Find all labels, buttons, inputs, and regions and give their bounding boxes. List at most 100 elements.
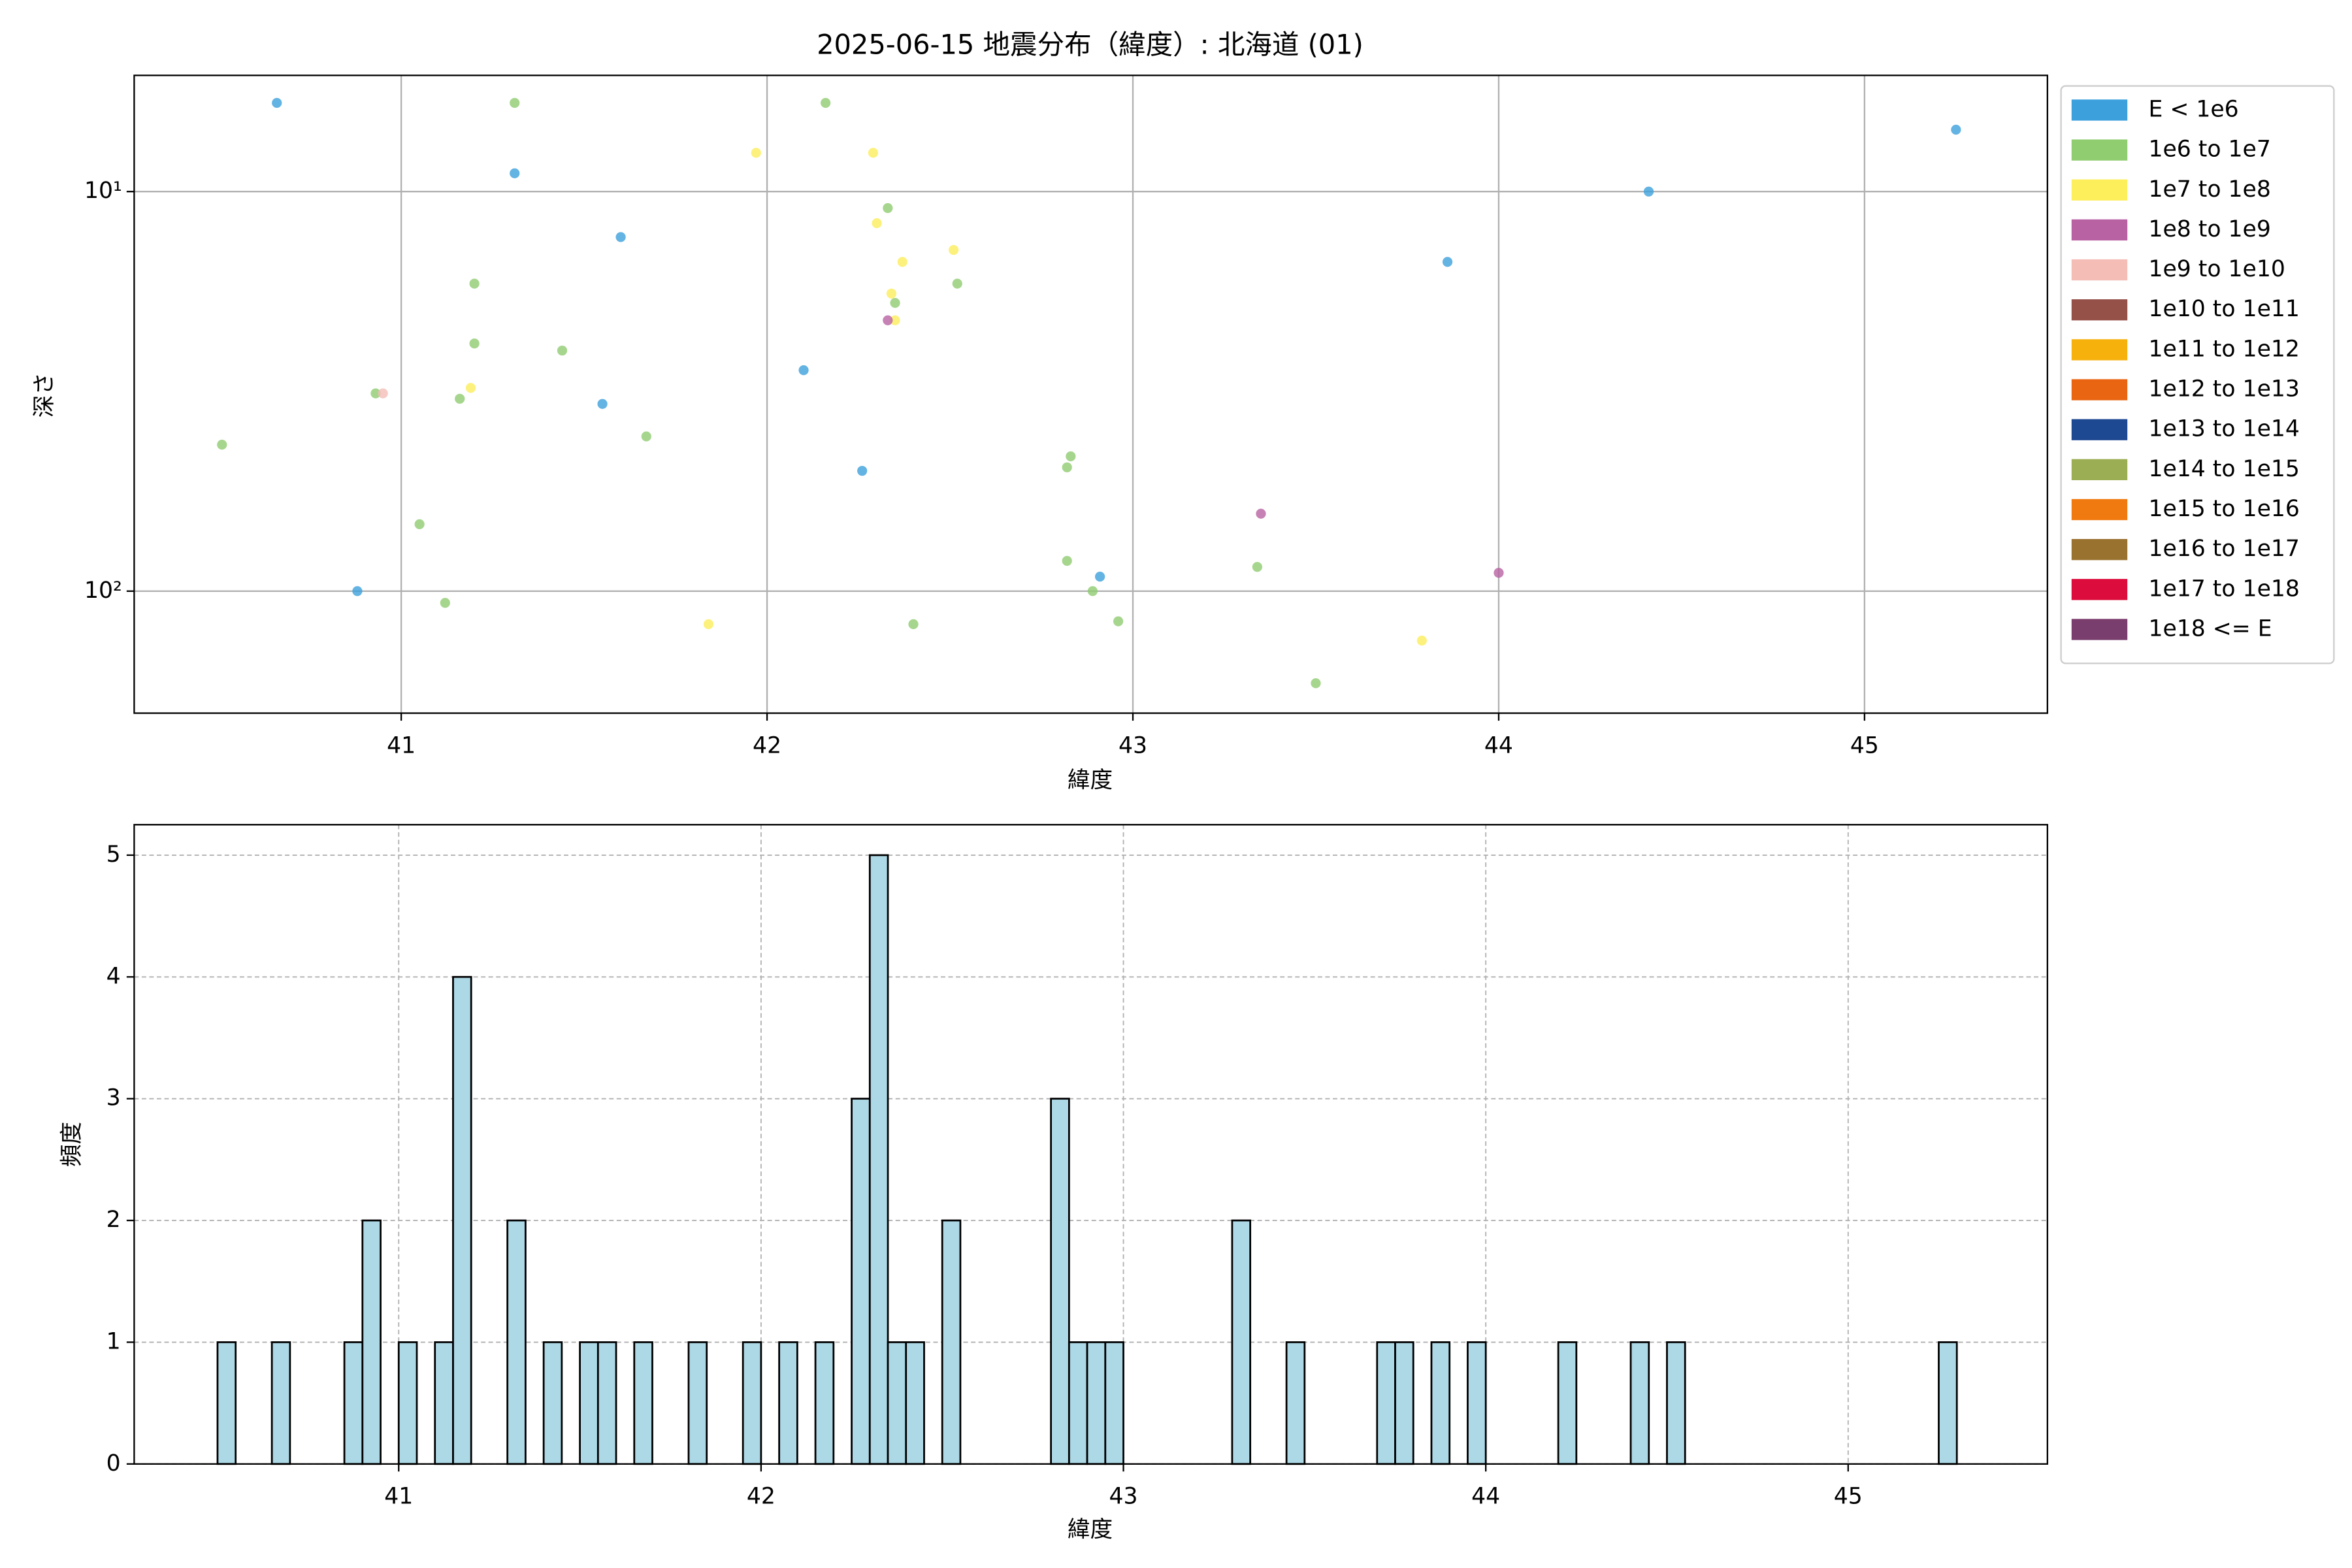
bar bbox=[1938, 1341, 1958, 1465]
x-tick-label: 42 bbox=[753, 732, 781, 759]
y-tick-label: 4 bbox=[106, 963, 121, 989]
bar bbox=[579, 1341, 599, 1465]
bar bbox=[814, 1341, 835, 1465]
x-tick-label: 41 bbox=[384, 1484, 413, 1510]
point bbox=[597, 399, 608, 409]
x-tick-label: 43 bbox=[1119, 732, 1147, 759]
legend-label: E < 1e6 bbox=[2148, 96, 2238, 122]
legend-label: 1e14 to 1e15 bbox=[2148, 456, 2299, 482]
legend-swatch bbox=[2071, 619, 2128, 640]
bar bbox=[941, 1219, 962, 1465]
point bbox=[1311, 678, 1321, 689]
point bbox=[217, 440, 227, 450]
point bbox=[641, 431, 651, 442]
point bbox=[952, 278, 962, 289]
legend-swatch bbox=[2071, 179, 2128, 201]
bar bbox=[397, 1341, 418, 1465]
point bbox=[1113, 616, 1124, 627]
legend-label: 1e10 to 1e11 bbox=[2148, 296, 2299, 322]
bar bbox=[596, 1341, 617, 1465]
point bbox=[868, 148, 879, 158]
bar bbox=[1629, 1341, 1650, 1465]
y-axis-label: 頻度 bbox=[59, 1122, 85, 1167]
point bbox=[1094, 572, 1105, 582]
x-axis-label: 緯度 bbox=[1068, 1516, 1113, 1543]
point bbox=[703, 619, 714, 630]
point bbox=[352, 586, 363, 596]
legend-swatch bbox=[2071, 579, 2128, 600]
plot-frame bbox=[133, 824, 2048, 1465]
point bbox=[890, 298, 900, 308]
y-tick-label: 5 bbox=[106, 841, 121, 868]
point bbox=[1256, 508, 1266, 519]
point bbox=[615, 232, 626, 242]
y-tick-label: 1 bbox=[106, 1328, 121, 1354]
point bbox=[1416, 635, 1427, 646]
point bbox=[1087, 586, 1098, 596]
point bbox=[465, 383, 476, 393]
y-tick-label: 3 bbox=[106, 1085, 121, 1111]
bar bbox=[887, 1341, 907, 1465]
bar bbox=[1231, 1219, 1252, 1465]
x-tick-label: 42 bbox=[747, 1484, 776, 1510]
x-tick-label: 45 bbox=[1850, 732, 1879, 759]
bar bbox=[452, 975, 472, 1465]
y-tick-label: 10¹ bbox=[84, 178, 122, 204]
point bbox=[886, 288, 897, 299]
bar bbox=[1068, 1341, 1088, 1465]
point bbox=[1062, 462, 1072, 472]
bar bbox=[1285, 1341, 1306, 1465]
point bbox=[557, 345, 568, 356]
legend-label: 1e16 to 1e17 bbox=[2148, 536, 2299, 562]
bar bbox=[1394, 1341, 1414, 1465]
y-tick-label: 0 bbox=[106, 1450, 121, 1477]
point bbox=[1252, 562, 1263, 572]
point bbox=[821, 97, 831, 108]
plot-frame bbox=[133, 74, 2048, 714]
legend-swatch bbox=[2071, 498, 2128, 521]
legend-swatch bbox=[2071, 219, 2128, 241]
y-tick-label: 10² bbox=[84, 578, 122, 604]
point bbox=[908, 619, 919, 630]
bar bbox=[270, 1341, 291, 1465]
legend-swatch bbox=[2071, 299, 2128, 321]
bar bbox=[851, 1098, 871, 1465]
point bbox=[1494, 568, 1504, 578]
bar bbox=[361, 1219, 382, 1465]
legend-swatch bbox=[2071, 259, 2128, 281]
point bbox=[1062, 555, 1072, 566]
x-axis-label: 緯度 bbox=[1068, 767, 1113, 793]
bar bbox=[434, 1341, 454, 1465]
legend-swatch bbox=[2071, 539, 2128, 561]
point bbox=[510, 168, 520, 178]
legend-swatch bbox=[2071, 99, 2128, 121]
point bbox=[378, 388, 388, 399]
legend-label: 1e7 to 1e8 bbox=[2148, 176, 2270, 203]
point bbox=[469, 338, 480, 349]
point bbox=[440, 598, 450, 608]
legend-label: 1e6 to 1e7 bbox=[2148, 137, 2270, 163]
legend-label: 1e13 to 1e14 bbox=[2148, 416, 2299, 442]
point bbox=[455, 393, 465, 404]
legend-label: 1e18 <= E bbox=[2148, 615, 2272, 642]
legend-swatch bbox=[2071, 419, 2128, 440]
legend-swatch bbox=[2071, 379, 2128, 400]
chart-title: 2025-06-15 地震分布（緯度）: 北海道 (01) bbox=[817, 29, 1364, 61]
bar bbox=[905, 1341, 925, 1465]
bar bbox=[1050, 1098, 1070, 1465]
point bbox=[370, 388, 381, 399]
legend-box bbox=[2060, 85, 2335, 664]
legend-swatch bbox=[2071, 339, 2128, 361]
bar bbox=[742, 1341, 762, 1465]
point bbox=[857, 466, 868, 476]
point bbox=[883, 315, 893, 325]
legend-label: 1e15 to 1e16 bbox=[2148, 496, 2299, 522]
legend-label: 1e17 to 1e18 bbox=[2148, 576, 2299, 602]
bar bbox=[1557, 1341, 1578, 1465]
legend-label: 1e9 to 1e10 bbox=[2148, 256, 2285, 282]
legend-swatch bbox=[2071, 459, 2128, 480]
bar bbox=[778, 1341, 798, 1465]
point bbox=[414, 519, 425, 529]
